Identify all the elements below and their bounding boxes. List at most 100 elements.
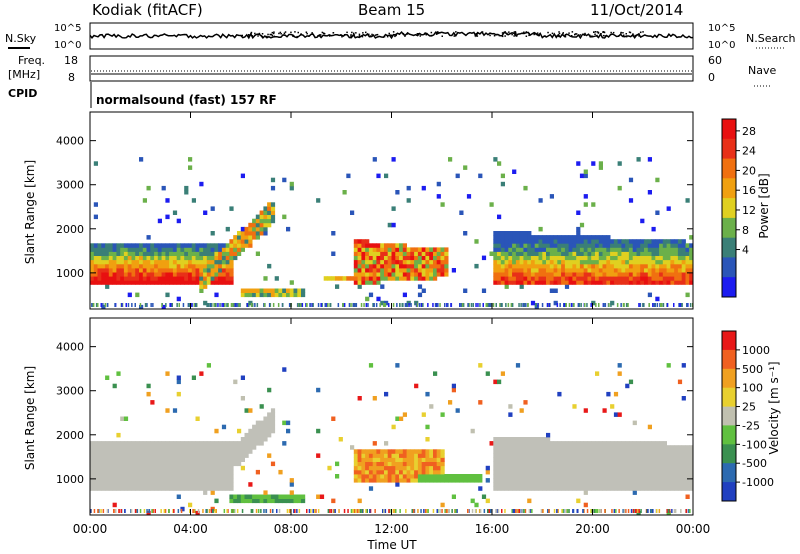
power-cell (655, 243, 660, 248)
velocity-cell (176, 478, 181, 483)
power-cell (222, 303, 225, 307)
power-cell (681, 280, 686, 285)
velocity-cell (97, 486, 102, 491)
velocity-cell (131, 441, 136, 446)
power-cell (481, 288, 487, 293)
velocity-cell (316, 453, 321, 458)
power-cell (655, 263, 660, 269)
velocity-cell (387, 449, 392, 454)
power-cell (298, 303, 301, 307)
power-cell (647, 292, 652, 298)
velocity-cell (184, 486, 189, 491)
velocity-cell (353, 453, 358, 458)
velocity-cell (527, 461, 532, 467)
velocity-cell (497, 453, 502, 458)
velocity-cell (248, 482, 253, 487)
power-cell (486, 303, 488, 307)
velocity-cell (662, 478, 667, 483)
power-cell (583, 280, 588, 285)
velocity-cell (644, 486, 649, 491)
freq-tick-top: 18 (64, 54, 78, 67)
velocity-cell (485, 469, 490, 475)
power-cell (553, 280, 558, 285)
velocity-cell (376, 449, 381, 454)
power-cell (267, 263, 272, 269)
velocity-cell (112, 441, 117, 446)
velocity-cell (413, 509, 415, 513)
power-cell (666, 272, 671, 277)
velocity-cell (500, 457, 505, 462)
power-cell (311, 303, 313, 307)
power-cell (214, 255, 219, 261)
velocity-cell (206, 486, 211, 491)
power-cell (203, 259, 208, 265)
velocity-cell (136, 509, 139, 513)
power-cell (399, 303, 401, 307)
velocity-cell (372, 478, 377, 483)
velocity-cell (659, 482, 664, 487)
noise-search-point (260, 35, 263, 37)
power-cell (353, 272, 358, 277)
velocity-cell (685, 478, 690, 483)
power-cell (191, 276, 196, 281)
x-tick-label: 00:00 (676, 522, 711, 536)
velocity-cell (410, 474, 415, 479)
velocity-cell (384, 453, 389, 458)
velocity-cell (203, 490, 208, 495)
velocity-cell (402, 457, 407, 462)
power-cell (361, 268, 366, 273)
power-cell (199, 276, 204, 281)
power-cell (195, 247, 200, 252)
velocity-cell (523, 449, 528, 454)
power-cell (108, 263, 113, 269)
velocity-cell (621, 469, 626, 475)
power-cell (384, 263, 389, 269)
power-cell (105, 243, 110, 248)
power-cell (553, 263, 558, 269)
power-cell (508, 243, 513, 248)
power-cell (289, 288, 294, 293)
power-cell (237, 239, 242, 244)
power-cell (306, 303, 308, 307)
velocity-cell (470, 428, 475, 434)
power-cell (372, 276, 377, 281)
velocity-cell (329, 509, 331, 513)
power-cell (188, 272, 193, 277)
colorbar-frame (721, 330, 737, 502)
power-cell (157, 276, 162, 281)
velocity-cell (105, 486, 110, 491)
power-cell (342, 190, 347, 195)
noise-search-point (547, 31, 549, 34)
velocity-cell (530, 441, 536, 446)
velocity-cell (632, 469, 637, 475)
velocity-cell (651, 461, 656, 467)
velocity-cell (504, 486, 509, 491)
velocity-cell (677, 465, 683, 471)
power-cell (90, 263, 95, 269)
power-cell (568, 276, 573, 281)
velocity-cell (515, 363, 521, 368)
power-cell (135, 268, 140, 273)
velocity-cell (572, 469, 577, 475)
velocity-cell (357, 396, 362, 401)
power-cell (182, 303, 185, 307)
power-cell (368, 243, 374, 248)
velocity-cell (376, 453, 381, 458)
power-cell (604, 303, 607, 307)
velocity-cell (237, 449, 242, 454)
velocity-cell (357, 461, 362, 467)
noise-search-point (424, 32, 426, 34)
velocity-cell (613, 457, 619, 462)
velocity-cell (553, 445, 558, 450)
power-cell (659, 276, 664, 281)
power-cell (632, 251, 637, 256)
velocity-cell (459, 478, 464, 483)
power-cell (391, 157, 396, 162)
power-cell (579, 272, 585, 277)
colorbar-swatch (722, 482, 736, 502)
velocity-cell (681, 482, 686, 487)
velocity-cell (357, 453, 362, 458)
velocity-cell (647, 445, 652, 450)
velocity-cell (538, 449, 543, 454)
power-cell (557, 280, 562, 285)
